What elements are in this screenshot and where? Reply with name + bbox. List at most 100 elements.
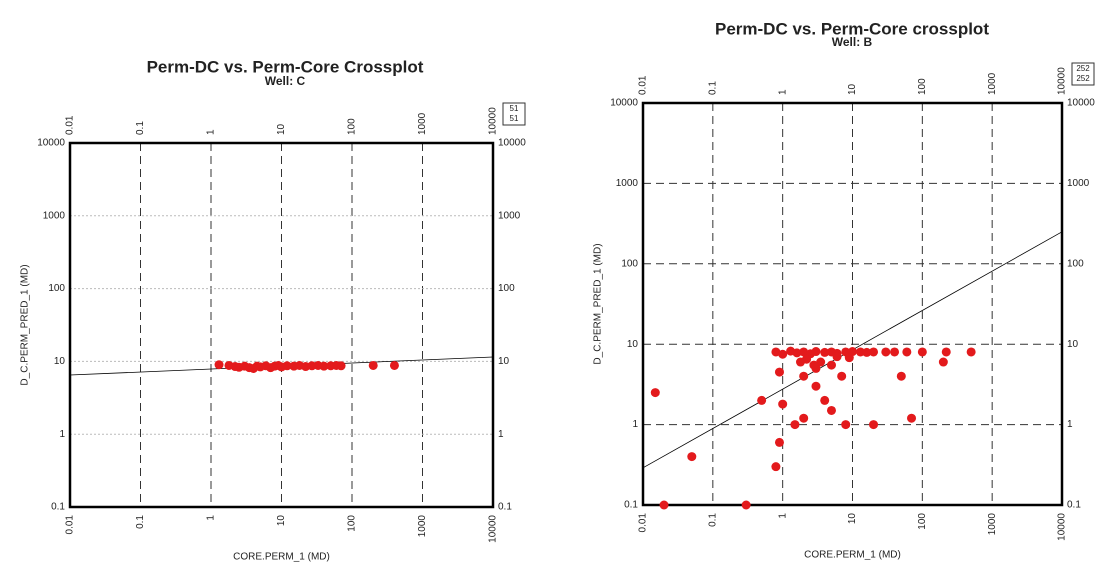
y-tick-label: 10000 <box>610 98 638 109</box>
point <box>841 420 851 430</box>
x-tick-label: 10 <box>847 513 858 525</box>
point <box>282 361 292 371</box>
point <box>774 437 784 447</box>
x-axis-label: CORE.PERM_1 (MD) <box>233 552 330 563</box>
y-tick-label: 1 <box>632 419 638 430</box>
y-tick-label: 100 <box>48 283 65 294</box>
chart-subtitle: Well: B <box>832 35 873 49</box>
legend-count: 252 <box>1076 64 1090 73</box>
y-tick-label: 0.1 <box>624 500 638 511</box>
x-tick-label: 10000 <box>1057 513 1068 541</box>
x-tick-label: 10000 <box>1057 67 1068 95</box>
point <box>869 347 879 357</box>
y-tick-label: 10000 <box>498 138 526 149</box>
point <box>790 420 800 430</box>
x-tick-label: 1 <box>206 129 217 135</box>
x-tick-label: 1 <box>206 515 217 521</box>
x-tick-label: 100 <box>917 513 928 530</box>
x-tick-label: 0.1 <box>135 515 146 529</box>
legend-box <box>502 102 526 126</box>
legend-count: 51 <box>510 104 519 113</box>
point <box>792 348 802 358</box>
y-tick-label: 1 <box>498 429 504 440</box>
y-tick-label: 1000 <box>498 210 521 221</box>
x-tick-label: 1 <box>777 513 788 519</box>
x-tick-label: 0.1 <box>135 121 146 135</box>
point <box>799 371 809 381</box>
y-tick-label: 1 <box>1067 419 1073 430</box>
point <box>837 371 847 381</box>
point <box>826 360 836 370</box>
point <box>771 462 781 472</box>
chart-title: Perm-DC vs. Perm-Core Crossplot <box>147 57 424 76</box>
point <box>811 347 821 357</box>
y-tick-label: 10000 <box>37 138 65 149</box>
point <box>774 367 784 377</box>
x-tick-label: 10000 <box>488 515 499 543</box>
point <box>799 347 809 357</box>
point <box>820 347 830 357</box>
x-tick-label: 10 <box>847 83 858 95</box>
chart-title: Perm-DC vs. Perm-Core crossplot <box>715 19 989 38</box>
point <box>844 353 854 363</box>
point <box>799 413 809 423</box>
point <box>659 500 669 510</box>
y-tick-label: 10 <box>1067 339 1079 350</box>
y-tick-label: 0.1 <box>51 502 65 513</box>
y-tick-label: 100 <box>1067 258 1084 269</box>
point <box>869 420 879 430</box>
x-tick-label: 1000 <box>987 72 998 95</box>
y-tick-label: 10000 <box>1067 98 1095 109</box>
point <box>795 357 805 367</box>
x-tick-label: 100 <box>347 515 358 532</box>
plot-frame <box>68 141 495 509</box>
point <box>650 388 660 398</box>
point <box>319 361 329 371</box>
point <box>809 360 819 370</box>
x-tick-label: 100 <box>347 118 358 135</box>
point <box>907 413 917 423</box>
x-tick-label: 100 <box>917 78 928 95</box>
point <box>881 347 891 357</box>
point <box>938 357 948 367</box>
x-tick-label: 1000 <box>417 112 428 135</box>
chart-subtitle: Well: C <box>265 74 306 88</box>
y-tick-label: 100 <box>621 258 638 269</box>
point <box>902 347 912 357</box>
x-tick-label: 10 <box>276 123 287 135</box>
point <box>778 349 788 359</box>
point <box>966 347 976 357</box>
point <box>816 357 826 367</box>
x-tick-label: 0.1 <box>707 81 718 95</box>
y-tick-label: 10 <box>498 356 510 367</box>
x-tick-label: 0.01 <box>65 515 76 535</box>
x-axis-label: CORE.PERM_1 (MD) <box>804 550 901 561</box>
x-tick-label: 1000 <box>987 513 998 536</box>
x-tick-label: 0.01 <box>638 75 649 95</box>
point <box>687 452 697 462</box>
x-tick-label: 0.01 <box>65 115 76 135</box>
point <box>832 352 842 362</box>
x-tick-label: 0.1 <box>707 513 718 527</box>
point <box>336 361 346 371</box>
x-tick-label: 10 <box>276 515 287 527</box>
plot-frame <box>641 101 1064 507</box>
point <box>820 395 830 405</box>
y-tick-label: 1000 <box>616 178 639 189</box>
legend-box <box>1071 62 1095 86</box>
y-axis-label: D_C.PERM_PRED_1 (MD) <box>20 264 31 385</box>
point <box>862 347 872 357</box>
legend-count: 252 <box>1076 74 1090 83</box>
point <box>771 347 781 357</box>
x-tick-label: 1000 <box>417 515 428 538</box>
y-tick-label: 0.1 <box>498 502 512 513</box>
point <box>368 360 378 370</box>
point <box>741 500 751 510</box>
point <box>811 381 821 391</box>
point <box>917 347 927 357</box>
point <box>214 360 224 370</box>
point <box>890 347 900 357</box>
y-tick-label: 1000 <box>1067 178 1090 189</box>
